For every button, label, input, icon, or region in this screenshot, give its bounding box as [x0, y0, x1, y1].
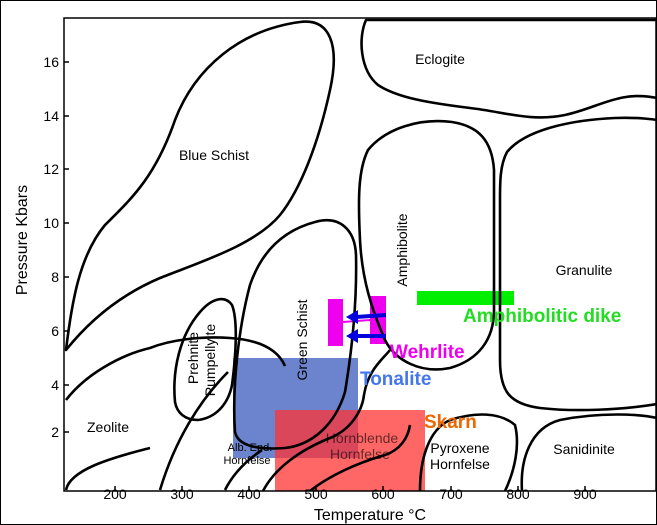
y-axis — [64, 61, 69, 433]
arrows — [346, 310, 387, 343]
y-tick-8: 8 — [51, 269, 59, 285]
hornblende-hornfelse-boundary-2 — [309, 424, 412, 491]
x-axis — [114, 486, 586, 491]
y-tick-14: 14 — [43, 108, 59, 124]
eclogite-label: Eclogite — [415, 51, 465, 67]
x-tick-400: 400 — [237, 486, 261, 502]
y-tick-6: 6 — [51, 323, 59, 339]
hornblende-label: Hornblende — [326, 430, 399, 446]
sanidinite-boundary — [520, 413, 657, 491]
x-tick-900: 900 — [573, 486, 597, 502]
zeolite-boundary — [64, 336, 287, 401]
arrow-lower-head — [346, 329, 358, 343]
prehnite-pumpellyite-boundary — [173, 297, 238, 422]
wehrlite-label: Wehrlite — [390, 342, 465, 363]
x-tick-200: 200 — [103, 486, 127, 502]
alb-epd-label: Alb. Epd. — [228, 442, 273, 454]
x-tick-800: 800 — [506, 486, 530, 502]
pyroxene-hornfelse-label: Hornfelse — [430, 456, 490, 472]
wehrlite-bar-left — [328, 299, 343, 346]
y-tick-10: 10 — [43, 215, 59, 231]
y-tick-2: 2 — [51, 424, 59, 440]
pumpellyite-label: Pumpellyite — [202, 324, 218, 397]
plot-area-border — [63, 17, 657, 492]
tonalite-label: Tonalite — [360, 369, 431, 390]
alb-epd-hornfelse-boundary — [223, 448, 263, 491]
pressure-divider-curve — [64, 446, 151, 491]
x-axis-label: Temperature °C — [314, 507, 426, 524]
y-tick-12: 12 — [43, 161, 59, 177]
y-axis-label: Pressure Kbars — [14, 185, 31, 295]
blue-schist-boundary — [64, 20, 336, 352]
granulite-boundary — [498, 116, 657, 412]
pyroxene-label: Pyroxene — [430, 440, 489, 456]
hornblende-hornfelse-label: Hornfelse — [330, 446, 390, 462]
skarn-label: Skarn — [424, 412, 477, 433]
arrow-upper — [355, 313, 387, 319]
y-tick-16: 16 — [43, 54, 59, 70]
sanidinite-label: Sanidinite — [553, 441, 615, 457]
amphibolitic-dike-bar — [417, 291, 514, 305]
prehnite-label: Prehnite — [185, 332, 201, 384]
x-tick-700: 700 — [439, 486, 463, 502]
blue-schist-label: Blue Schist — [179, 147, 249, 163]
alb-epd-hornfelse-label: Hornfelse — [223, 455, 270, 467]
x-tick-600: 600 — [371, 486, 395, 502]
eclogite-boundary — [360, 18, 657, 119]
pyroxene-hornfelse-boundary — [418, 413, 519, 491]
green-schist-label: Green Schist — [294, 299, 310, 380]
green-schist-boundary — [232, 219, 358, 450]
alb-epd-boundary-left — [158, 371, 229, 491]
x-tick-500: 500 — [304, 486, 328, 502]
x-tick-300: 300 — [170, 486, 194, 502]
granulite-label: Granulite — [556, 262, 613, 278]
hornblende-hornfelse-boundary — [261, 349, 392, 491]
amphibolite-boundary — [357, 119, 496, 371]
amphibolite-label: Amphibolite — [394, 213, 410, 286]
y-tick-4: 4 — [51, 377, 59, 393]
zeolite-label: Zeolite — [87, 419, 129, 435]
amphibolitic-dike-label: Amphibolitic dike — [463, 306, 621, 327]
arrow-upper-head — [346, 310, 358, 324]
